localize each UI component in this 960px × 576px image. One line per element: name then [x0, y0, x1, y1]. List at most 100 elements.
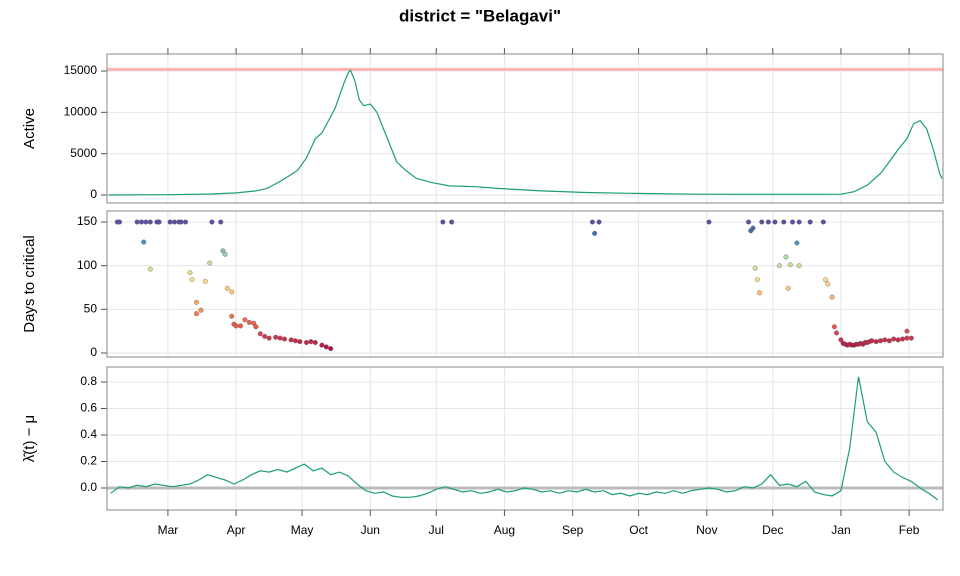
point	[831, 324, 837, 330]
point	[904, 328, 910, 334]
y-tick-label: 0	[90, 187, 97, 201]
y-tick-label: 5000	[70, 146, 97, 160]
point	[833, 330, 840, 336]
point	[281, 336, 288, 342]
point	[750, 225, 756, 231]
y-axis-label: Active	[21, 108, 38, 149]
point	[823, 277, 829, 283]
point	[237, 323, 244, 329]
point	[772, 219, 778, 225]
point	[796, 219, 802, 225]
point	[754, 277, 760, 283]
chart-title: district = "Belagavi"	[399, 6, 561, 25]
y-axis-label: λ̂(t) − μ	[21, 415, 38, 462]
point	[787, 262, 793, 268]
point	[207, 260, 213, 266]
point	[292, 338, 299, 344]
x-tick-label: May	[291, 523, 314, 537]
point	[825, 281, 831, 287]
panel-frame	[106, 366, 944, 511]
x-tick-label: Jul	[429, 523, 444, 537]
point	[303, 339, 310, 346]
point	[147, 219, 153, 225]
point	[706, 219, 712, 225]
y-tick-label: 150	[77, 214, 97, 228]
y-tick-label: 0.8	[80, 374, 97, 388]
point	[790, 219, 796, 225]
point	[288, 337, 294, 343]
y-tick-label: 100	[77, 258, 97, 272]
point	[440, 219, 446, 225]
x-tick-label: Feb	[899, 523, 920, 537]
y-tick-label: 15000	[64, 63, 98, 77]
point	[899, 336, 906, 342]
point	[202, 278, 208, 284]
point	[886, 338, 892, 344]
point	[233, 323, 239, 329]
point	[785, 285, 791, 291]
point	[182, 219, 189, 225]
point	[873, 339, 879, 345]
point	[908, 335, 914, 341]
point	[308, 339, 314, 345]
point	[829, 294, 835, 300]
line	[110, 376, 939, 501]
x-tick-label: Jun	[361, 523, 380, 537]
point	[273, 334, 279, 340]
point	[224, 285, 230, 291]
y-tick-label: 0.0	[80, 480, 97, 494]
y-axis-label: Days to critical	[21, 235, 38, 333]
point	[592, 230, 598, 236]
point	[242, 317, 248, 323]
point	[229, 289, 235, 295]
x-tick-label: Jan	[831, 523, 850, 537]
point	[218, 219, 224, 225]
point	[589, 219, 595, 225]
y-tick-label: 0.4	[80, 427, 97, 441]
panel-frame	[106, 53, 944, 204]
point	[328, 346, 334, 352]
point	[138, 219, 145, 225]
y-tick-label: 0.2	[80, 454, 97, 468]
point	[147, 266, 153, 272]
point	[171, 219, 178, 225]
point	[297, 339, 303, 345]
point	[257, 331, 263, 337]
point	[877, 338, 884, 344]
point	[323, 344, 329, 350]
point	[229, 313, 235, 319]
point	[156, 219, 162, 225]
point	[904, 335, 910, 341]
y-tick-label: 0	[90, 345, 97, 359]
point	[312, 339, 318, 346]
point	[895, 337, 901, 343]
point	[187, 270, 193, 276]
point	[116, 219, 123, 225]
point	[796, 263, 802, 269]
point	[776, 263, 782, 269]
point	[253, 324, 259, 330]
point	[319, 342, 325, 348]
x-tick-label: Mar	[158, 523, 179, 537]
point	[193, 299, 200, 305]
point	[134, 219, 140, 225]
x-tick-label: Sep	[562, 523, 584, 537]
point	[882, 337, 888, 343]
panel-frame	[106, 210, 944, 358]
y-tick-label: 10000	[64, 105, 98, 119]
point	[794, 240, 800, 246]
point	[869, 338, 875, 344]
x-tick-label: Dec	[762, 523, 783, 537]
point	[757, 290, 763, 296]
point	[143, 219, 149, 225]
point	[765, 219, 771, 225]
point	[209, 219, 215, 225]
point	[891, 336, 897, 342]
point	[781, 219, 787, 225]
point	[449, 219, 455, 225]
point	[596, 219, 602, 225]
point	[820, 219, 826, 225]
point	[783, 254, 789, 260]
y-tick-label: 50	[84, 301, 98, 315]
